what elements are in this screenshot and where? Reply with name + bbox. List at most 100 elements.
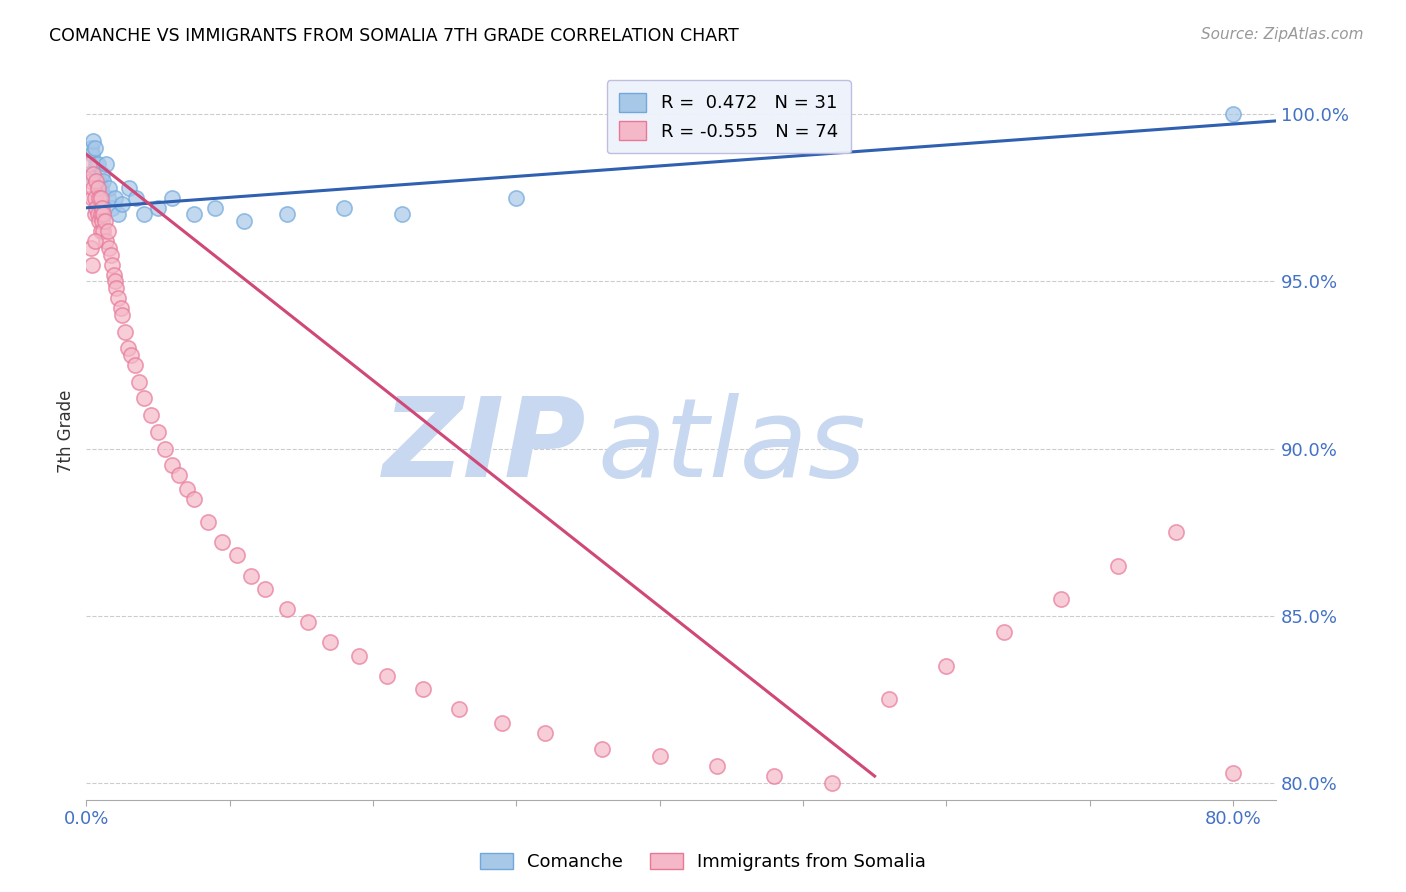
Point [118, 180, 141, 194]
Point [111, 197, 134, 211]
Point [153, 442, 176, 456]
Point [90, 191, 112, 205]
Point [83, 207, 105, 221]
Point [114, 325, 136, 339]
Point [100, 247, 122, 261]
Point [91, 167, 114, 181]
Point [82, 167, 104, 181]
Legend: Comanche, Immigrants from Somalia: Comanche, Immigrants from Somalia [472, 846, 934, 879]
Point [98, 180, 121, 194]
Point [225, 549, 247, 563]
Y-axis label: 7th Grade: 7th Grade [58, 390, 75, 474]
Point [98, 241, 121, 255]
Point [83, 191, 105, 205]
Point [93, 174, 115, 188]
Text: COMANCHE VS IMMIGRANTS FROM SOMALIA 7TH GRADE CORRELATION CHART: COMANCHE VS IMMIGRANTS FROM SOMALIA 7TH … [49, 27, 740, 45]
Point [79, 141, 101, 155]
Point [117, 341, 139, 355]
Point [80, 258, 103, 272]
Point [120, 348, 142, 362]
Point [89, 191, 111, 205]
Point [176, 482, 198, 496]
Point [97, 224, 120, 238]
Text: atlas: atlas [598, 393, 866, 500]
Point [877, 692, 900, 706]
Point [125, 191, 148, 205]
Point [146, 201, 169, 215]
Point [297, 615, 319, 630]
Point [347, 648, 370, 663]
Point [412, 682, 434, 697]
Point [104, 191, 127, 205]
Point [77, 167, 100, 181]
Point [491, 715, 513, 730]
Point [319, 635, 342, 649]
Point [101, 258, 124, 272]
Point [240, 568, 263, 582]
Point [1222, 765, 1244, 780]
Point [82, 134, 104, 148]
Point [103, 268, 125, 282]
Point [87, 157, 110, 171]
Point [820, 776, 842, 790]
Point [82, 180, 104, 194]
Point [132, 392, 155, 406]
Point [254, 582, 277, 596]
Point [77, 157, 100, 171]
Point [233, 214, 256, 228]
Point [89, 214, 111, 228]
Point [204, 201, 226, 215]
Point [104, 274, 127, 288]
Point [111, 308, 134, 322]
Point [87, 207, 110, 221]
Point [96, 234, 118, 248]
Point [447, 702, 470, 716]
Point [93, 207, 115, 221]
Point [90, 207, 112, 221]
Point [110, 301, 132, 315]
Point [183, 207, 205, 221]
Point [124, 358, 146, 372]
Point [146, 425, 169, 439]
Point [80, 191, 103, 205]
Text: Source: ZipAtlas.com: Source: ZipAtlas.com [1201, 27, 1364, 42]
Point [333, 201, 356, 215]
Point [86, 201, 108, 215]
Point [79, 174, 101, 188]
Point [80, 147, 103, 161]
Legend: R =  0.472   N = 31, R = -0.555   N = 74: R = 0.472 N = 31, R = -0.555 N = 74 [606, 80, 851, 153]
Point [79, 241, 101, 255]
Point [93, 224, 115, 238]
Point [162, 191, 184, 205]
Point [139, 408, 162, 422]
Point [87, 180, 110, 194]
Point [83, 234, 105, 248]
Point [107, 291, 129, 305]
Point [276, 602, 298, 616]
Point [105, 281, 128, 295]
Point [1222, 107, 1244, 121]
Point [211, 535, 233, 549]
Point [94, 214, 117, 228]
Point [90, 224, 112, 238]
Point [96, 157, 118, 171]
Text: ZIP: ZIP [382, 393, 586, 500]
Point [763, 769, 786, 783]
Point [375, 669, 398, 683]
Point [391, 207, 413, 221]
Point [169, 468, 191, 483]
Point [1164, 525, 1187, 540]
Point [86, 174, 108, 188]
Point [183, 491, 205, 506]
Point [591, 742, 613, 756]
Point [1107, 558, 1129, 573]
Point [89, 174, 111, 188]
Point [197, 515, 219, 529]
Point [107, 207, 129, 221]
Point [1050, 591, 1073, 606]
Point [97, 191, 120, 205]
Point [505, 191, 527, 205]
Point [993, 625, 1015, 640]
Point [91, 201, 114, 215]
Point [935, 658, 957, 673]
